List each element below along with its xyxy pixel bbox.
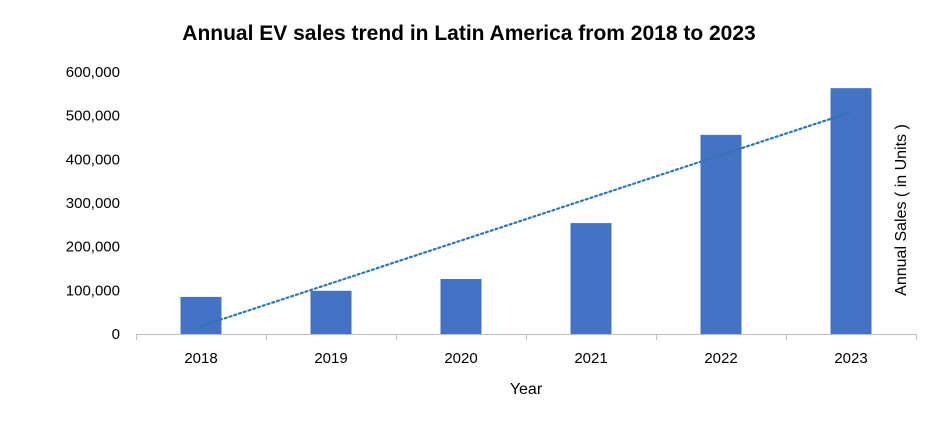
y-tick-label: 300,000 <box>66 195 120 212</box>
bar-2022 <box>700 134 742 334</box>
x-tick-label: 2018 <box>184 350 217 367</box>
x-axis-label: Year <box>510 381 543 398</box>
y-tick-label: 0 <box>112 326 120 343</box>
bar-2018 <box>180 296 222 334</box>
y-tick-label: 600,000 <box>66 64 120 81</box>
bars <box>180 88 872 334</box>
bar-2019 <box>310 290 352 334</box>
y-tick-label: 400,000 <box>66 151 120 168</box>
y-tick-label: 500,000 <box>66 108 120 125</box>
x-tick-label: 2022 <box>704 350 737 367</box>
x-tick-label: 2020 <box>444 350 477 367</box>
chart-title: Annual EV sales trend in Latin America f… <box>182 22 755 45</box>
bar-2020 <box>440 278 482 334</box>
y-tick-label: 200,000 <box>66 239 120 256</box>
y-tick-label: 100,000 <box>66 282 120 299</box>
x-tick-label: 2019 <box>314 350 347 367</box>
bar-2023 <box>830 88 872 334</box>
trendline <box>199 111 853 328</box>
y-axis-label: Annual Sales ( in Units ) <box>893 124 910 296</box>
x-axis: 2018 2019 2020 2021 2022 2023 <box>136 334 917 367</box>
y-axis-ticks: 0 100,000 200,000 300,000 400,000 500,000 600,… <box>66 64 120 343</box>
trendline-group <box>199 111 853 328</box>
x-tick-label: 2023 <box>834 350 867 367</box>
bar-2021 <box>570 223 612 334</box>
x-tick-label: 2021 <box>574 350 607 367</box>
